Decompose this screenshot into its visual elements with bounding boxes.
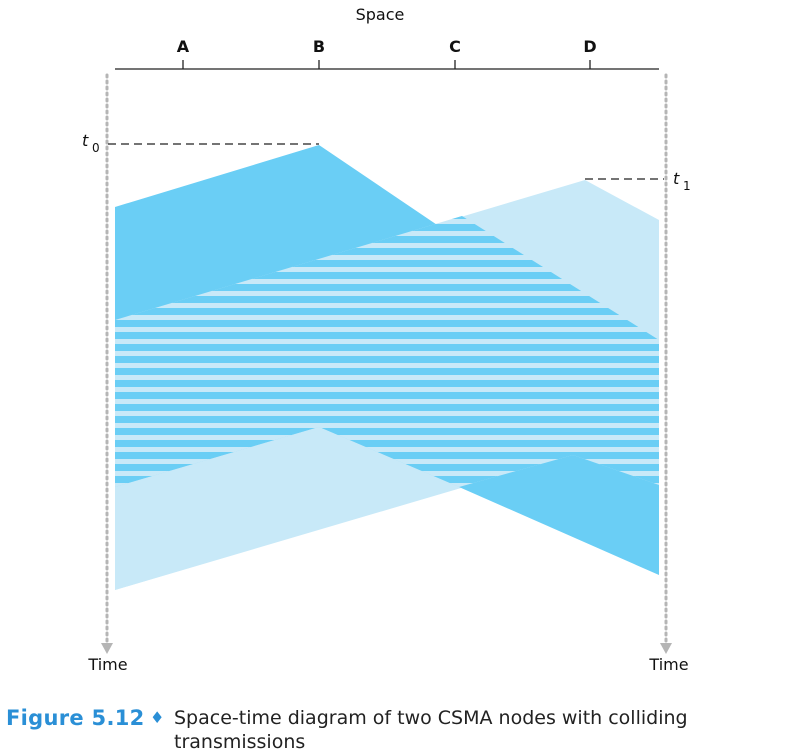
time-arrow-right bbox=[660, 643, 672, 654]
time-label-left: Time bbox=[87, 655, 127, 674]
collision-stripe bbox=[115, 380, 659, 387]
node-d-late-wave bbox=[115, 427, 459, 590]
collision-stripe bbox=[115, 236, 659, 243]
collision-stripe bbox=[115, 320, 659, 327]
node-c-label: C bbox=[449, 37, 461, 56]
node-d-label: D bbox=[583, 37, 596, 56]
collision-stripe bbox=[115, 428, 659, 435]
time-arrow-left bbox=[101, 643, 113, 654]
time-label-right: Time bbox=[648, 655, 688, 674]
diamond-icon: ♦ bbox=[150, 708, 165, 727]
figure-caption: Figure 5.12 ♦ Space-time diagram of two … bbox=[0, 706, 789, 756]
collision-stripe bbox=[115, 296, 659, 303]
collision-stripe bbox=[115, 440, 659, 447]
collision-stripe bbox=[115, 272, 659, 279]
t0-label: t bbox=[82, 131, 89, 150]
collision-stripe bbox=[115, 452, 659, 459]
collision-stripe bbox=[115, 284, 659, 291]
collision-stripe bbox=[115, 356, 659, 363]
collision-stripe bbox=[115, 344, 659, 351]
node-a-label: A bbox=[177, 37, 190, 56]
space-time-diagram: Space A B C D t 0 t 1 Time Time bbox=[82, 5, 691, 674]
space-label: Space bbox=[356, 5, 405, 24]
collision-stripe bbox=[115, 404, 659, 411]
node-b-label: B bbox=[313, 37, 325, 56]
collision-stripe bbox=[115, 416, 659, 423]
collision-stripe bbox=[115, 260, 659, 267]
collision-stripe bbox=[115, 248, 659, 255]
collision-stripe bbox=[115, 368, 659, 375]
t1-subscript: 1 bbox=[683, 179, 691, 193]
collision-stripe bbox=[115, 332, 659, 339]
collision-stripe bbox=[115, 308, 659, 315]
collision-stripe bbox=[115, 392, 659, 399]
caption-text: Space-time diagram of two CSMA nodes wit… bbox=[174, 707, 688, 753]
t1-label: t bbox=[673, 169, 680, 188]
figure-number: Figure 5.12 bbox=[6, 706, 145, 730]
t0-subscript: 0 bbox=[92, 141, 100, 155]
